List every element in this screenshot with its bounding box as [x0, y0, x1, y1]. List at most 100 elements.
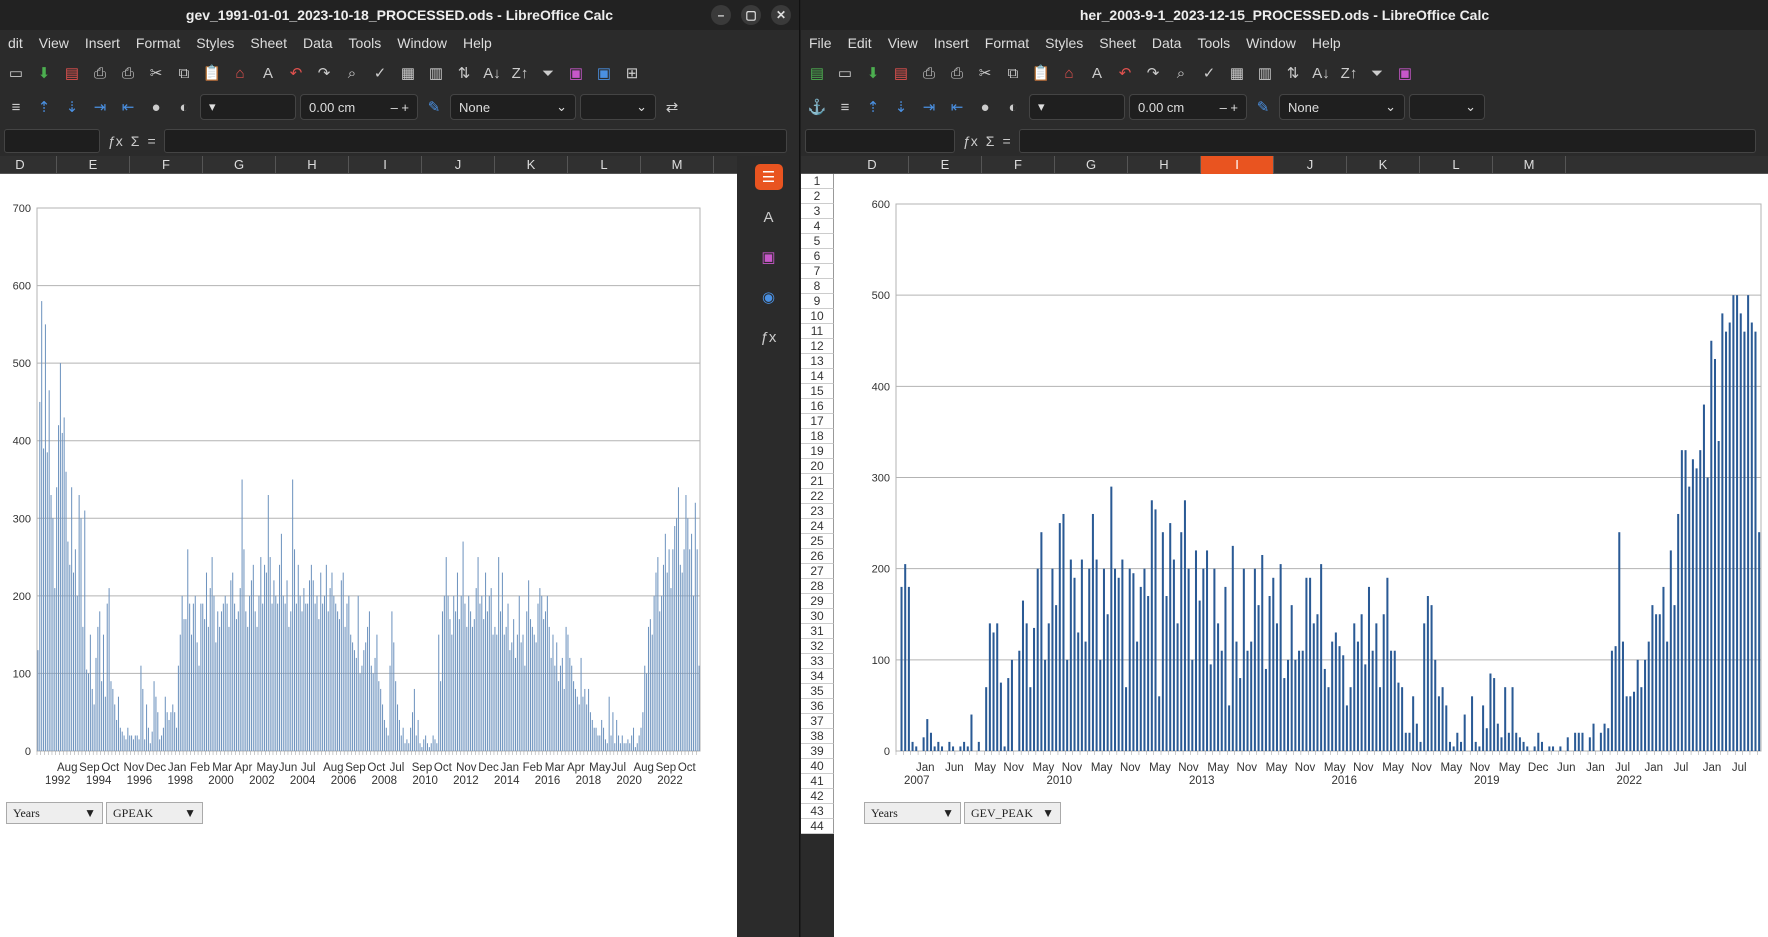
row-header-22[interactable]: 22 — [801, 489, 834, 504]
pivot-field-gev-peak[interactable]: GEV_PEAK ▼ — [964, 802, 1061, 824]
insert-image-icon[interactable]: ▣ — [1397, 65, 1413, 82]
menu-tools[interactable]: Tools — [1197, 35, 1231, 51]
area-style-icon[interactable]: ◐ — [179, 98, 189, 116]
align-left-icon[interactable]: ≡ — [840, 98, 850, 116]
row-header-11[interactable]: 11 — [801, 324, 834, 339]
formula-icon[interactable]: = — [1002, 132, 1011, 149]
redo-icon[interactable]: ↷ — [1146, 65, 1160, 82]
border-style-select[interactable]: None ⌄ — [1279, 94, 1405, 120]
arrow-style-select[interactable]: ⌄ — [1409, 94, 1485, 120]
navigator-icon[interactable]: ◉ — [761, 289, 776, 306]
undo-icon[interactable]: ↶ — [289, 65, 303, 82]
indent-spinner[interactable]: 0.00 cm – + — [1129, 94, 1247, 120]
menu-view[interactable]: View — [887, 35, 918, 51]
row-header-18[interactable]: 18 — [801, 429, 834, 444]
column-header-e[interactable]: E — [57, 156, 130, 174]
name-box[interactable] — [805, 128, 955, 153]
pivot-field-years[interactable]: Years ▼ — [864, 802, 961, 824]
menu-window[interactable]: Window — [397, 35, 448, 51]
row-header-2[interactable]: 2 — [801, 189, 834, 204]
menu-data[interactable]: Data — [302, 35, 333, 51]
copy-icon[interactable]: ⧉ — [178, 64, 190, 82]
row-header-43[interactable]: 43 — [801, 804, 834, 819]
row-header-23[interactable]: 23 — [801, 504, 834, 519]
menu-insert[interactable]: Insert — [84, 35, 120, 51]
function-wizard-icon[interactable]: ƒx — [963, 132, 978, 149]
export-pdf-icon[interactable]: ▤ — [64, 65, 80, 82]
row-header-31[interactable]: 31 — [801, 624, 834, 639]
menu-styles[interactable]: Styles — [196, 35, 235, 51]
column-header-m[interactable]: M — [641, 156, 714, 174]
shadow-icon[interactable]: ● — [151, 98, 161, 116]
menu-view[interactable]: View — [38, 35, 69, 51]
row-header-6[interactable]: 6 — [801, 249, 834, 264]
row-header-33[interactable]: 33 — [801, 654, 834, 669]
chart-area[interactable]: 0 100 200 300 400 500 600 700 Aug Sep Oct Nov Dec Jan… — [0, 174, 737, 937]
print-icon[interactable]: ⎙ — [93, 64, 106, 82]
decrease-paragraph-spacing-icon[interactable]: ⇣ — [65, 99, 79, 116]
paste-icon[interactable]: 📋 — [202, 65, 222, 82]
row-header-32[interactable]: 32 — [801, 639, 834, 654]
sort-icon[interactable]: ⇅ — [1286, 65, 1300, 82]
row-header-13[interactable]: 13 — [801, 354, 834, 369]
spelling-icon[interactable]: ✓ — [1202, 65, 1216, 82]
paste-icon[interactable]: 📋 — [1031, 65, 1051, 82]
row-header-38[interactable]: 38 — [801, 729, 834, 744]
align-left-icon[interactable]: ≡ — [11, 98, 21, 116]
row-header-9[interactable]: 9 — [801, 294, 834, 309]
column-header-l[interactable]: L — [1420, 156, 1493, 174]
row-header-1[interactable]: 1 — [801, 174, 834, 189]
export-pdf-icon[interactable]: ▤ — [893, 65, 909, 82]
row-header-24[interactable]: 24 — [801, 519, 834, 534]
print-preview-icon[interactable]: ⎙ — [950, 64, 963, 82]
row-header-30[interactable]: 30 — [801, 609, 834, 624]
indent-spinner[interactable]: 0.00 cm – + — [300, 94, 418, 120]
increase-paragraph-spacing-icon[interactable]: ⇡ — [866, 99, 880, 116]
area-style-icon[interactable]: ◐ — [1008, 98, 1018, 116]
clear-formatting-icon[interactable]: A — [1091, 64, 1102, 82]
row-header-36[interactable]: 36 — [801, 699, 834, 714]
column-header-m[interactable]: M — [1493, 156, 1566, 174]
insert-image-icon[interactable]: ▣ — [568, 65, 584, 82]
row-header-5[interactable]: 5 — [801, 234, 834, 249]
column-header-e[interactable]: E — [909, 156, 982, 174]
row-header-37[interactable]: 37 — [801, 714, 834, 729]
border-style-select[interactable]: None ⌄ — [450, 94, 576, 120]
line-color-icon[interactable]: ✎ — [1256, 99, 1270, 116]
sort-ascending-icon[interactable]: A↓ — [483, 64, 501, 82]
chart-area[interactable]: 0 100 200 300 400 500 600 Jan Jun May Nov May Nov May… — [834, 174, 1768, 937]
row-header-7[interactable]: 7 — [801, 264, 834, 279]
row-header-26[interactable]: 26 — [801, 549, 834, 564]
column-header-h[interactable]: H — [276, 156, 349, 174]
open-icon[interactable]: ▭ — [837, 65, 853, 82]
row-header-34[interactable]: 34 — [801, 669, 834, 684]
pivot-table-icon[interactable]: ⊞ — [625, 65, 639, 82]
pivot-field-years[interactable]: Years ▼ — [6, 802, 103, 824]
column-header-i[interactable]: I — [349, 156, 422, 174]
menu-format[interactable]: Format — [984, 35, 1030, 51]
autofilter-icon[interactable]: ⏷ — [541, 64, 554, 82]
menu-data[interactable]: Data — [1151, 35, 1182, 51]
menu-help[interactable]: Help — [1311, 35, 1341, 51]
menu-styles[interactable]: Styles — [1045, 35, 1084, 51]
gallery-icon[interactable]: ▣ — [761, 249, 776, 266]
clone-formatting-icon[interactable]: ⌂ — [1064, 64, 1074, 82]
sum-icon[interactable]: Σ — [130, 132, 140, 149]
new-icon[interactable]: ▤ — [809, 65, 825, 82]
menu-sheet[interactable]: Sheet — [250, 35, 287, 51]
row-header-35[interactable]: 35 — [801, 684, 834, 699]
column-icon[interactable]: ▥ — [428, 65, 444, 82]
cut-icon[interactable]: ✂ — [149, 65, 163, 82]
row-header-25[interactable]: 25 — [801, 534, 834, 549]
row-header-15[interactable]: 15 — [801, 384, 834, 399]
column-header-g[interactable]: G — [1055, 156, 1128, 174]
row-header-20[interactable]: 20 — [801, 459, 834, 474]
row-header-8[interactable]: 8 — [801, 279, 834, 294]
cut-icon[interactable]: ✂ — [978, 65, 992, 82]
increase-indent-icon[interactable]: ⇥ — [93, 99, 107, 116]
menu-dit[interactable]: dit — [8, 35, 23, 51]
row-header-28[interactable]: 28 — [801, 579, 834, 594]
row-header-44[interactable]: 44 — [801, 819, 834, 834]
increase-indent-icon[interactable]: ⇥ — [922, 99, 936, 116]
menu-sheet[interactable]: Sheet — [1099, 35, 1136, 51]
